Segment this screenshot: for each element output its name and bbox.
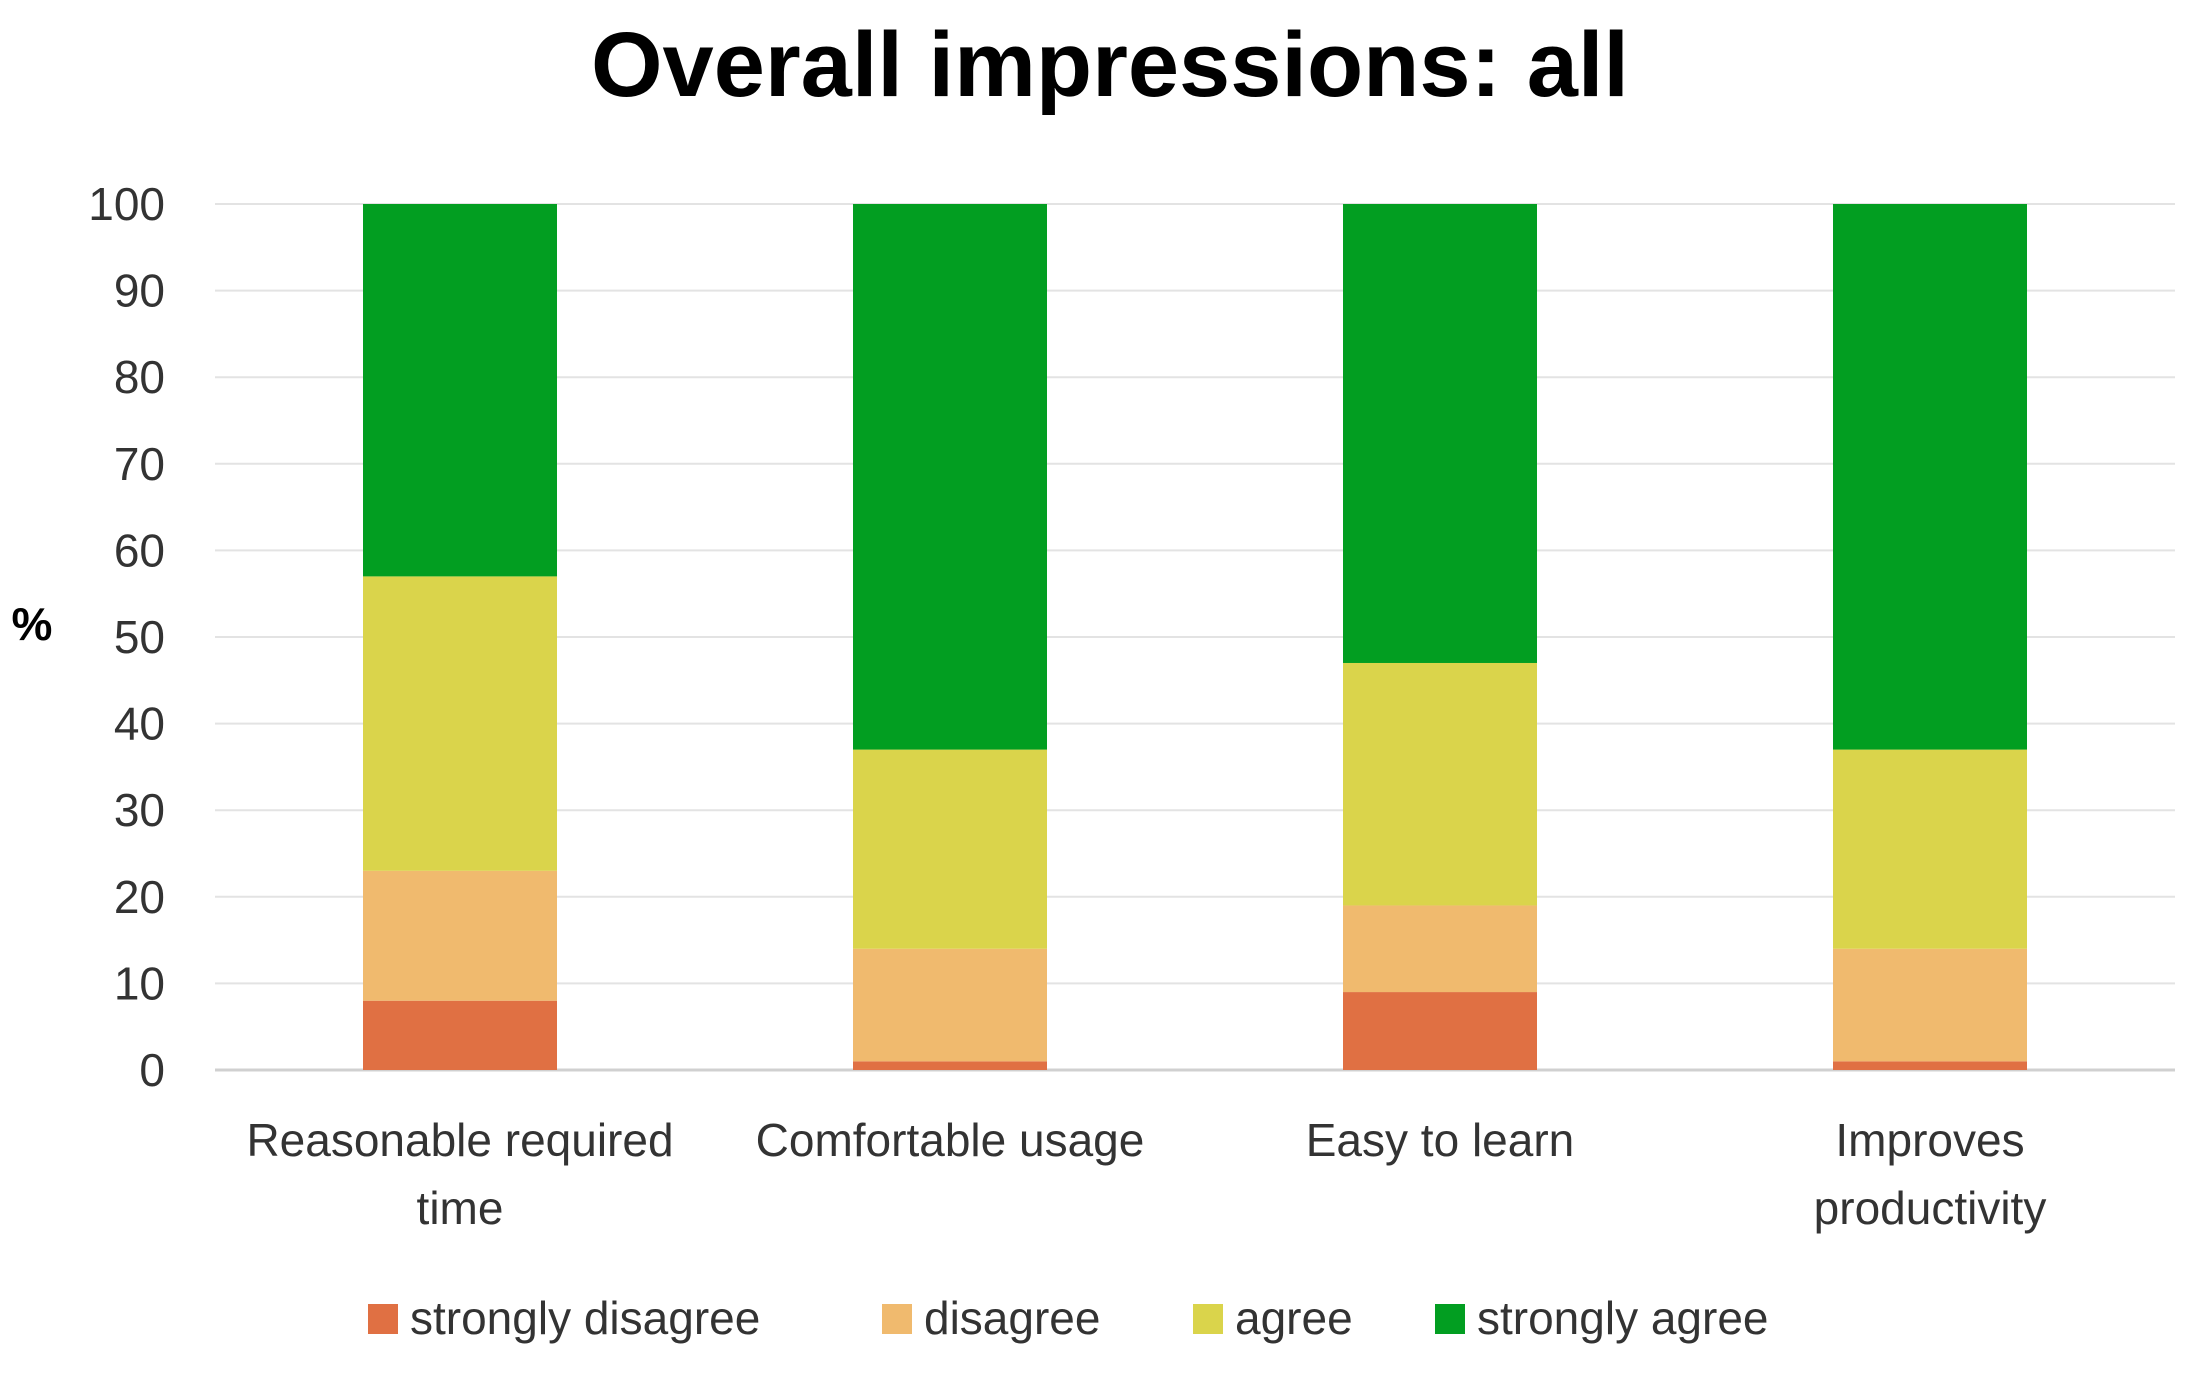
legend-swatch <box>1435 1304 1465 1334</box>
x-tick-label: Improves <box>1835 1114 2024 1166</box>
x-tick-label: productivity <box>1814 1182 2047 1234</box>
bar-segment-strongly-disagree <box>1343 992 1537 1070</box>
bar-segment-strongly-disagree <box>1833 1061 2027 1070</box>
bar-segment-agree <box>1343 662 1537 906</box>
legend-label: agree <box>1235 1292 1353 1344</box>
bar-segment-agree <box>1833 749 2027 949</box>
bar-segment-strongly-agree <box>853 204 1047 750</box>
x-tick-label: Easy to learn <box>1306 1114 1574 1166</box>
bar-segment-disagree <box>1833 948 2027 1062</box>
y-tick-label: 40 <box>114 698 165 750</box>
bar-segment-strongly-disagree <box>853 1061 1047 1070</box>
bar-segment-disagree <box>853 948 1047 1062</box>
legend-label: strongly disagree <box>410 1292 760 1344</box>
y-tick-label: 10 <box>114 957 165 1009</box>
y-tick-label: 50 <box>114 611 165 663</box>
bar-segment-strongly-agree <box>1343 204 1537 663</box>
bar-segment-disagree <box>1343 905 1537 993</box>
y-axis-ticks: 0 10 20 30 40 50 60 70 80 90 100 <box>88 178 165 1096</box>
bars <box>363 204 2027 1070</box>
y-tick-label: 0 <box>139 1044 165 1096</box>
x-tick-label: Comfortable usage <box>756 1114 1145 1166</box>
x-tick-label: Reasonable required <box>246 1114 673 1166</box>
y-axis-label: % <box>12 598 53 650</box>
bar-segment-strongly-agree <box>363 204 557 577</box>
y-tick-label: 30 <box>114 784 165 836</box>
bar-segment-strongly-disagree <box>363 1000 557 1070</box>
bar-segment-agree <box>363 576 557 871</box>
x-axis-labels: Reasonable required time Comfortable usage… <box>246 1114 2046 1234</box>
bar-segment-strongly-agree <box>1833 204 2027 750</box>
bar-segment-agree <box>853 749 1047 949</box>
y-tick-label: 80 <box>114 351 165 403</box>
y-tick-label: 90 <box>114 265 165 317</box>
y-tick-label: 70 <box>114 438 165 490</box>
legend-label: disagree <box>924 1292 1100 1344</box>
legend-swatch <box>1193 1304 1223 1334</box>
bar-segment-disagree <box>363 870 557 1001</box>
chart-title: Overall impressions: all <box>591 14 1629 116</box>
legend: strongly disagree disagree agree strongly a… <box>368 1292 1769 1344</box>
y-tick-label: 60 <box>114 524 165 576</box>
y-tick-label: 100 <box>88 178 165 230</box>
legend-swatch <box>882 1304 912 1334</box>
x-tick-label: time <box>417 1182 504 1234</box>
legend-label: strongly agree <box>1477 1292 1769 1344</box>
y-tick-label: 20 <box>114 871 165 923</box>
legend-swatch <box>368 1304 398 1334</box>
